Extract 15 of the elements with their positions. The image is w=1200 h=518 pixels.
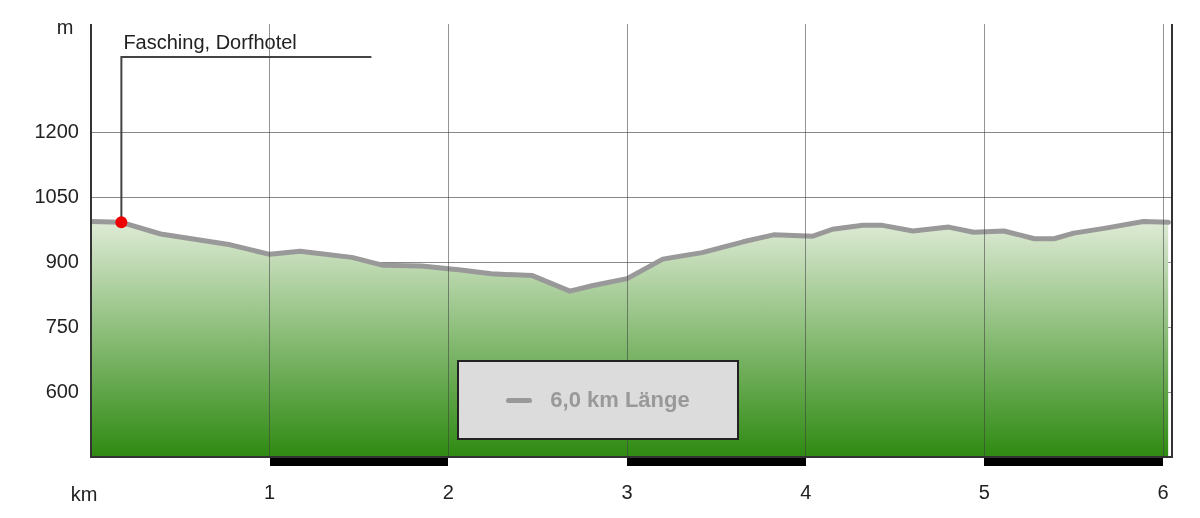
y-tick-label: 750 xyxy=(45,314,79,337)
y-tick-label: 600 xyxy=(45,379,79,402)
x-tick-label: 5 xyxy=(978,480,990,503)
x-tick-label: 2 xyxy=(442,480,454,503)
y-tick-label: 1050 xyxy=(34,184,79,207)
x-axis-title: km xyxy=(70,482,98,505)
x-tick-label: 1 xyxy=(264,480,276,503)
x-tick-label: 6 xyxy=(1157,480,1169,503)
y-axis-title: m xyxy=(56,15,74,38)
y-tick-label: 900 xyxy=(45,249,79,272)
x-tick-label: 3 xyxy=(621,480,633,503)
legend-label: 6,0 km Länge xyxy=(550,387,690,413)
x-tick-label: 4 xyxy=(800,480,812,503)
y-tick-label: 1200 xyxy=(34,119,79,142)
annotation: Fasching, Dorfhotel xyxy=(123,31,297,53)
